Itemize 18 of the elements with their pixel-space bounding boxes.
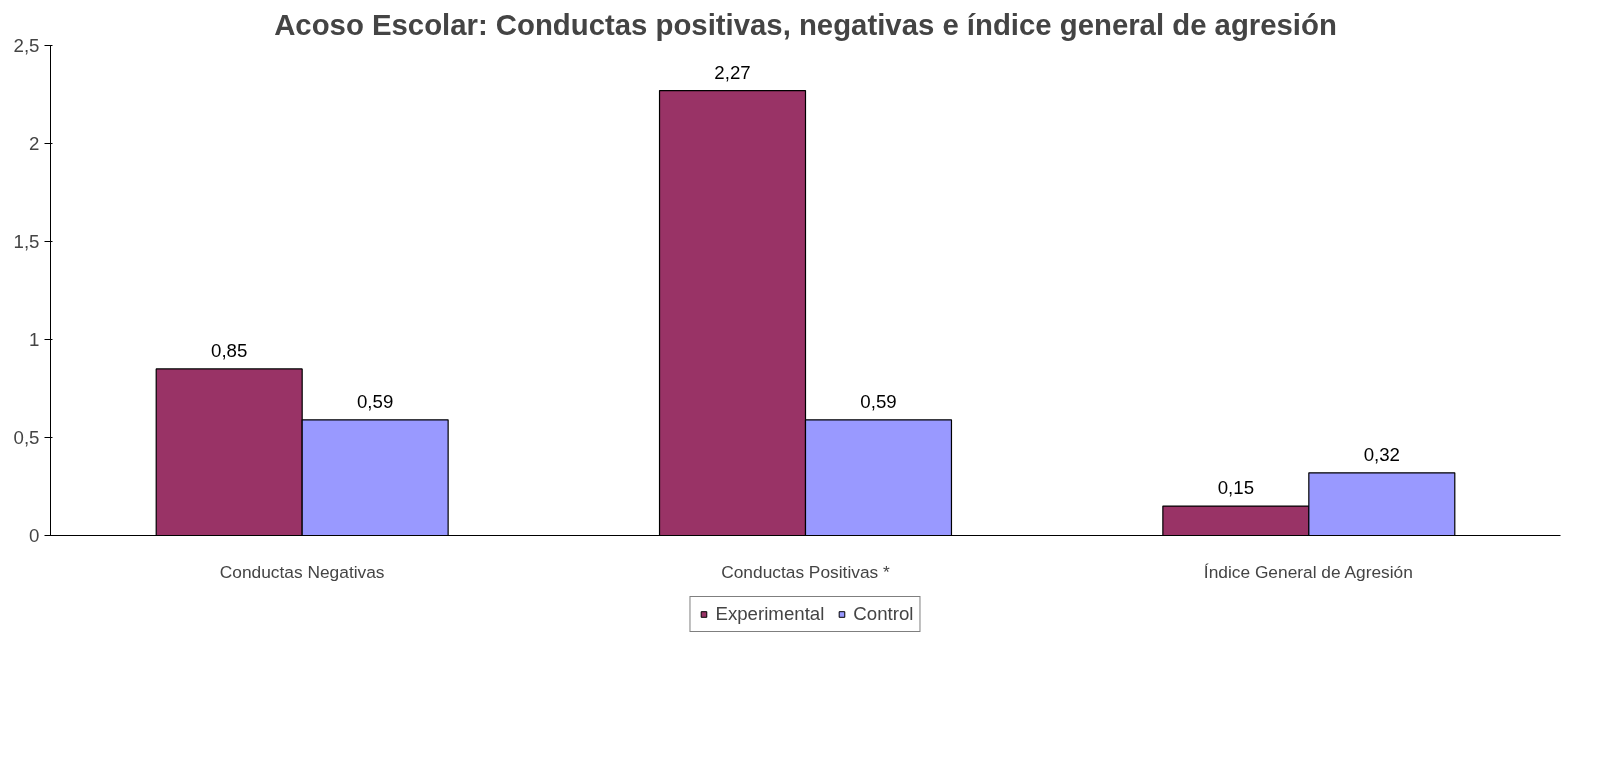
data-label: 0,85 bbox=[211, 339, 248, 361]
y-tick-label: 0,5 bbox=[13, 427, 40, 448]
legend-label: Control bbox=[853, 603, 914, 625]
y-tick-label: 1,5 bbox=[13, 231, 40, 252]
y-tick-label: 2,5 bbox=[13, 35, 40, 56]
y-tick-label: 2 bbox=[29, 133, 40, 154]
data-label: 0,15 bbox=[1217, 477, 1255, 499]
data-label: 0,59 bbox=[356, 390, 394, 412]
x-tick-label: Conductas Negativas bbox=[219, 561, 385, 582]
data-label: 0,32 bbox=[1363, 443, 1400, 465]
y-tick-label: 0 bbox=[29, 525, 40, 546]
data-label: 2,27 bbox=[714, 61, 751, 83]
x-tick-label: Conductas Positivas * bbox=[721, 561, 891, 582]
x-tick-label: Índice General de Agresión bbox=[1203, 561, 1413, 582]
data-label: 0,59 bbox=[860, 390, 897, 412]
chart-title: Acoso Escolar: Conductas positivas, negativas e índice general de agresión bbox=[274, 7, 1337, 41]
legend-label: Experimental bbox=[715, 603, 825, 625]
y-tick-label: 1 bbox=[29, 329, 40, 350]
